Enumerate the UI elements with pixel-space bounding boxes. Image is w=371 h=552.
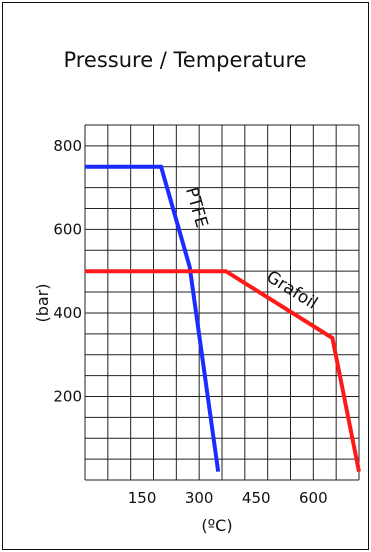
y-tick-label: 400 bbox=[53, 304, 82, 322]
x-tick-label: 300 bbox=[185, 489, 214, 507]
series-labels: PTFE Grafoil bbox=[181, 185, 321, 314]
series-lines bbox=[85, 164, 361, 472]
x-tick-label: 150 bbox=[128, 489, 157, 507]
tick-labels: 200 400 600 800 150 300 450 600 bbox=[53, 137, 327, 507]
series-label-ptfe: PTFE bbox=[181, 185, 212, 230]
series-line-grafoil bbox=[85, 269, 361, 472]
y-tick-label: 600 bbox=[53, 220, 82, 238]
x-tick-label: 450 bbox=[242, 489, 271, 507]
pressure-temperature-chart: Pressure / Temperature 200 400 600 800 150 30… bbox=[33, 48, 361, 535]
series-line-ptfe bbox=[85, 164, 221, 472]
chart-title: Pressure / Temperature bbox=[63, 48, 306, 72]
series-label-grafoil: Grafoil bbox=[263, 267, 321, 314]
y-tick-label: 800 bbox=[53, 137, 82, 155]
y-tick-label: 200 bbox=[53, 387, 82, 405]
grid bbox=[84, 124, 360, 481]
x-axis-label: (ºC) bbox=[201, 516, 232, 535]
x-tick-label: 600 bbox=[299, 489, 328, 507]
y-axis-label: (bar) bbox=[33, 283, 52, 322]
